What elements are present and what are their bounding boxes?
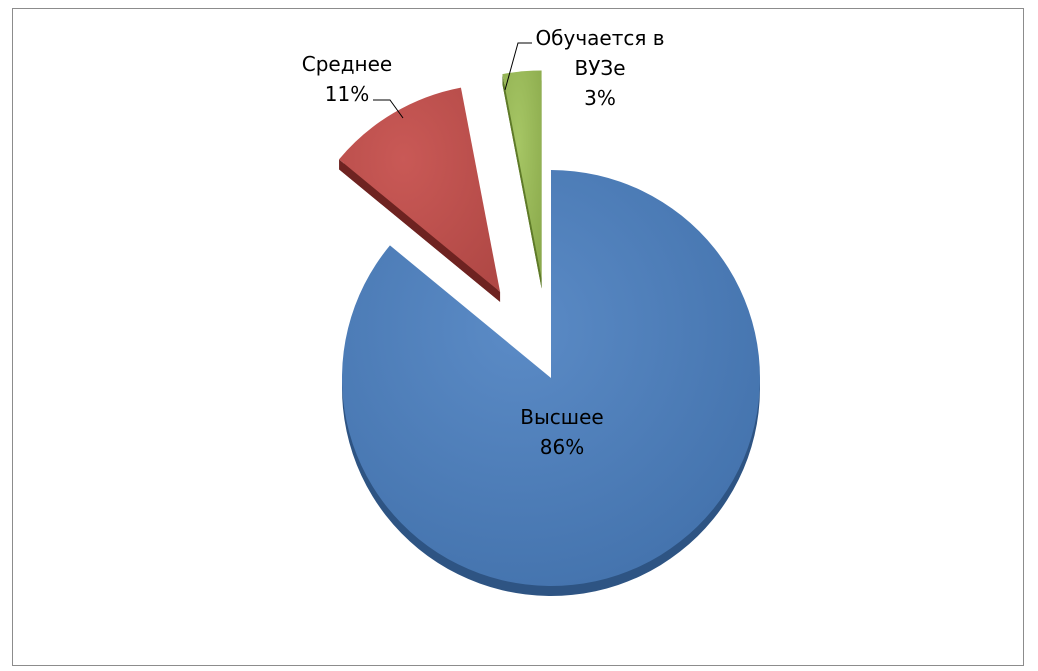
label-vysshee-line-1: Высшее	[520, 405, 603, 429]
label-obuchaetsya-line-3: 3%	[584, 86, 616, 110]
label-vysshee-line-2: 86%	[540, 435, 584, 459]
slice-srednee	[339, 87, 501, 292]
slice-vysshee	[342, 170, 760, 586]
label-srednee-leader-line	[373, 99, 404, 119]
slice-obuchaetsya-wall	[502, 74, 542, 289]
label-obuchaetsya-leader-line	[504, 42, 532, 91]
label-srednee: Среднее 11%	[302, 52, 392, 106]
label-obuchaetsya-line-1: Обучается в	[535, 26, 664, 50]
slice-obuchaetsya	[502, 70, 542, 279]
slice-srednee-wall	[339, 159, 501, 302]
label-obuchaetsya: Обучается в ВУЗе 3%	[535, 26, 664, 110]
label-vysshee: Высшее 86%	[520, 405, 603, 459]
label-obuchaetsya-line-2: ВУЗе	[574, 56, 625, 80]
label-srednee-line-1: Среднее	[302, 52, 392, 76]
label-srednee-line-2: 11%	[325, 82, 369, 106]
